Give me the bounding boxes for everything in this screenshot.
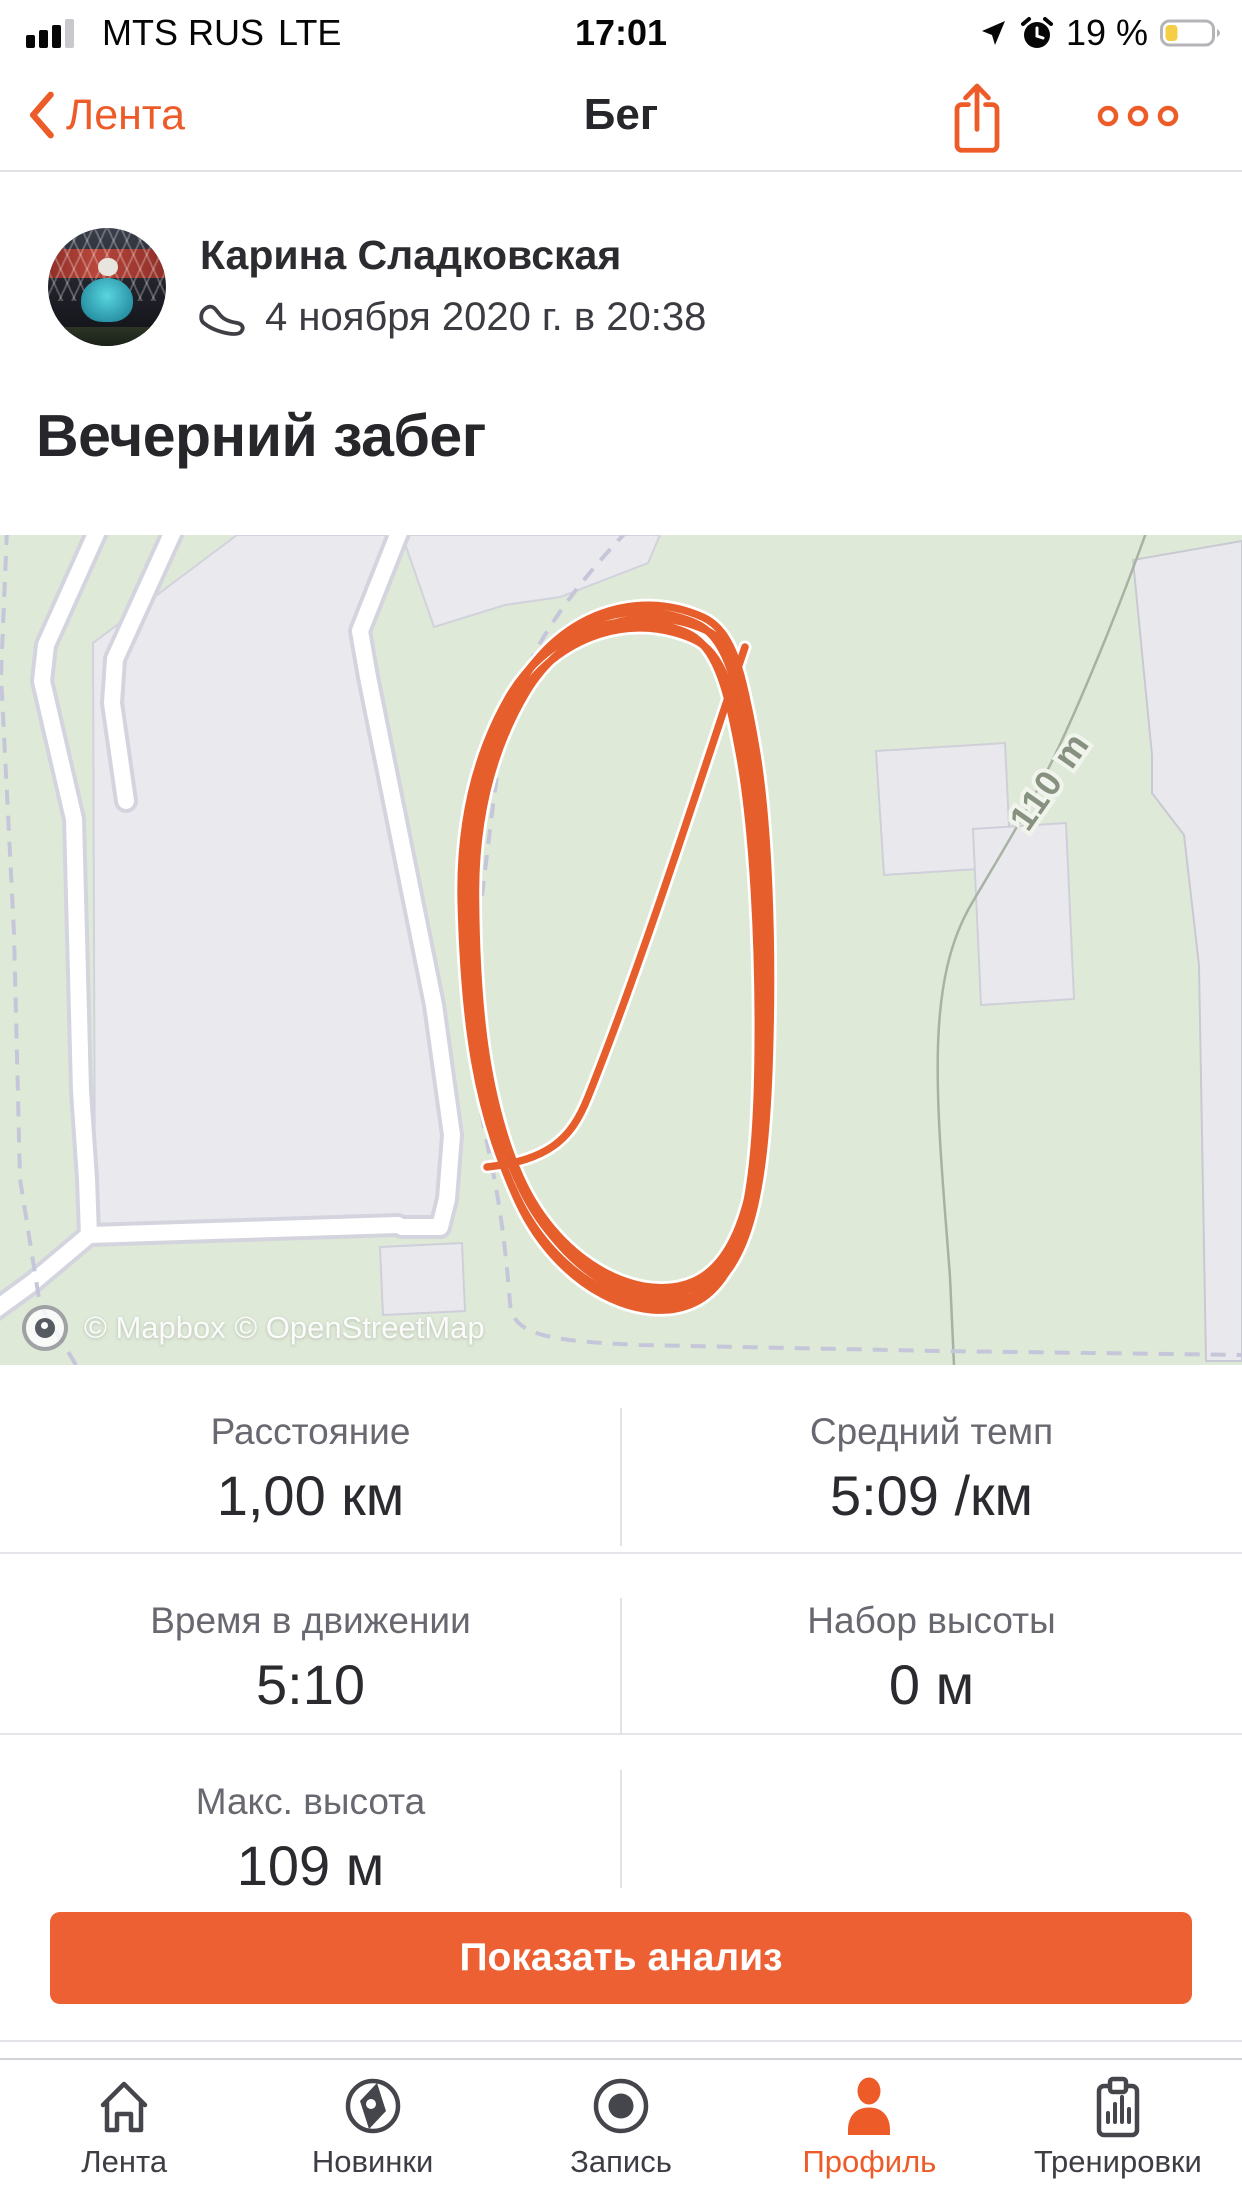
stat-value: 109 м — [236, 1834, 385, 1897]
tab-explore[interactable]: Новинки — [248, 2060, 496, 2208]
person-icon — [848, 2077, 891, 2135]
map-building — [971, 821, 1076, 1007]
stats-row: Макс. высота 109 м — [0, 1735, 1242, 1915]
clipboard-chart-icon — [1096, 2076, 1140, 2138]
stat-empty — [621, 1735, 1242, 1915]
chevron-left-icon — [29, 91, 54, 139]
show-analysis-button[interactable]: Показать анализ — [50, 1912, 1192, 2004]
tab-feed[interactable]: Лента — [0, 2060, 248, 2208]
activity-date: 4 ноября 2020 г. в 20:38 — [265, 294, 707, 339]
tab-record[interactable]: Запись — [497, 2060, 745, 2208]
route-map[interactable]: 110 m © Mapbox © OpenStreetMap — [0, 535, 1242, 1365]
mapbox-logo-icon — [22, 1305, 68, 1351]
tab-profile[interactable]: Профиль — [745, 2060, 993, 2208]
status-right: 19 % — [978, 12, 1224, 54]
stat-label: Набор высоты — [807, 1600, 1056, 1641]
tab-label: Профиль — [802, 2144, 937, 2179]
stat-value: 0 м — [888, 1653, 975, 1716]
stat-value: 5:09 /км — [829, 1464, 1034, 1527]
activity-title: Вечерний забег — [36, 403, 486, 469]
tab-label: Запись — [570, 2144, 672, 2179]
page-title: Бег — [583, 90, 659, 139]
home-icon — [100, 2081, 148, 2133]
clock: 17:01 — [574, 12, 668, 53]
stat-value: 1,00 км — [216, 1464, 405, 1527]
share-icon — [954, 83, 1000, 153]
alarm-clock-icon — [1020, 17, 1053, 48]
tab-training[interactable]: Тренировки — [994, 2060, 1242, 2208]
network-label: LTE — [278, 12, 342, 53]
activity-date-row: 4 ноября 2020 г. в 20:38 — [197, 294, 706, 340]
status-left: MTS RUS LTE — [26, 12, 341, 54]
stat-distance: Расстояние 1,00 км — [0, 1365, 621, 1552]
share-button[interactable] — [946, 76, 1008, 156]
contour-line — [936, 535, 1147, 1365]
map-attribution: © Mapbox © OpenStreetMap — [22, 1305, 485, 1351]
stat-moving-time: Время в движении 5:10 — [0, 1554, 621, 1733]
stats-row: Расстояние 1,00 км Средний темп 5:09 /км — [0, 1365, 1242, 1554]
tab-label: Лента — [81, 2144, 168, 2179]
map-parcel — [400, 535, 662, 629]
carrier-label: MTS RUS — [102, 12, 264, 53]
tab-label: Новинки — [311, 2144, 434, 2179]
back-button[interactable]: Лента — [26, 60, 185, 170]
map-attribution-text: © Mapbox © OpenStreetMap — [84, 1310, 485, 1345]
avatar[interactable] — [48, 228, 166, 346]
map-building — [378, 1241, 467, 1317]
tab-label: Тренировки — [1033, 2144, 1202, 2179]
location-arrow-icon — [981, 21, 1005, 45]
battery-percent: 19 % — [1065, 12, 1148, 53]
column-divider — [620, 1408, 622, 1546]
battery-icon — [1160, 19, 1220, 47]
signal-bars-icon — [26, 19, 74, 48]
ellipsis-icon — [1097, 105, 1179, 127]
status-bar: MTS RUS LTE 17:01 19 % — [0, 0, 1242, 60]
stat-label: Средний темп — [809, 1411, 1054, 1452]
author-name[interactable]: Карина Сладковская — [200, 232, 622, 278]
stat-label: Время в движении — [150, 1600, 471, 1641]
compass-icon — [345, 2078, 400, 2134]
nav-bar: Лента Бег — [0, 60, 1242, 172]
column-divider — [620, 1598, 622, 1734]
stats-row: Время в движении 5:10 Набор высоты 0 м — [0, 1554, 1242, 1735]
stat-avg-pace: Средний темп 5:09 /км — [621, 1365, 1242, 1552]
content-divider — [0, 2040, 1242, 2042]
stat-max-elevation: Макс. высота 109 м — [0, 1735, 621, 1915]
stat-label: Расстояние — [210, 1411, 411, 1452]
stat-label: Макс. высота — [195, 1781, 426, 1822]
tab-bar: Лента Новинки Запись Профиль — [0, 2058, 1242, 2208]
running-shoe-icon — [199, 304, 245, 336]
back-label: Лента — [66, 90, 186, 139]
map-parcel — [1131, 539, 1242, 1362]
map-canvas: 110 m — [0, 535, 1242, 1365]
record-icon — [593, 2078, 649, 2134]
stat-elev-gain: Набор высоты 0 м — [621, 1554, 1242, 1733]
column-divider — [620, 1770, 622, 1888]
stat-value: 5:10 — [256, 1653, 365, 1716]
more-button[interactable] — [1096, 102, 1180, 130]
